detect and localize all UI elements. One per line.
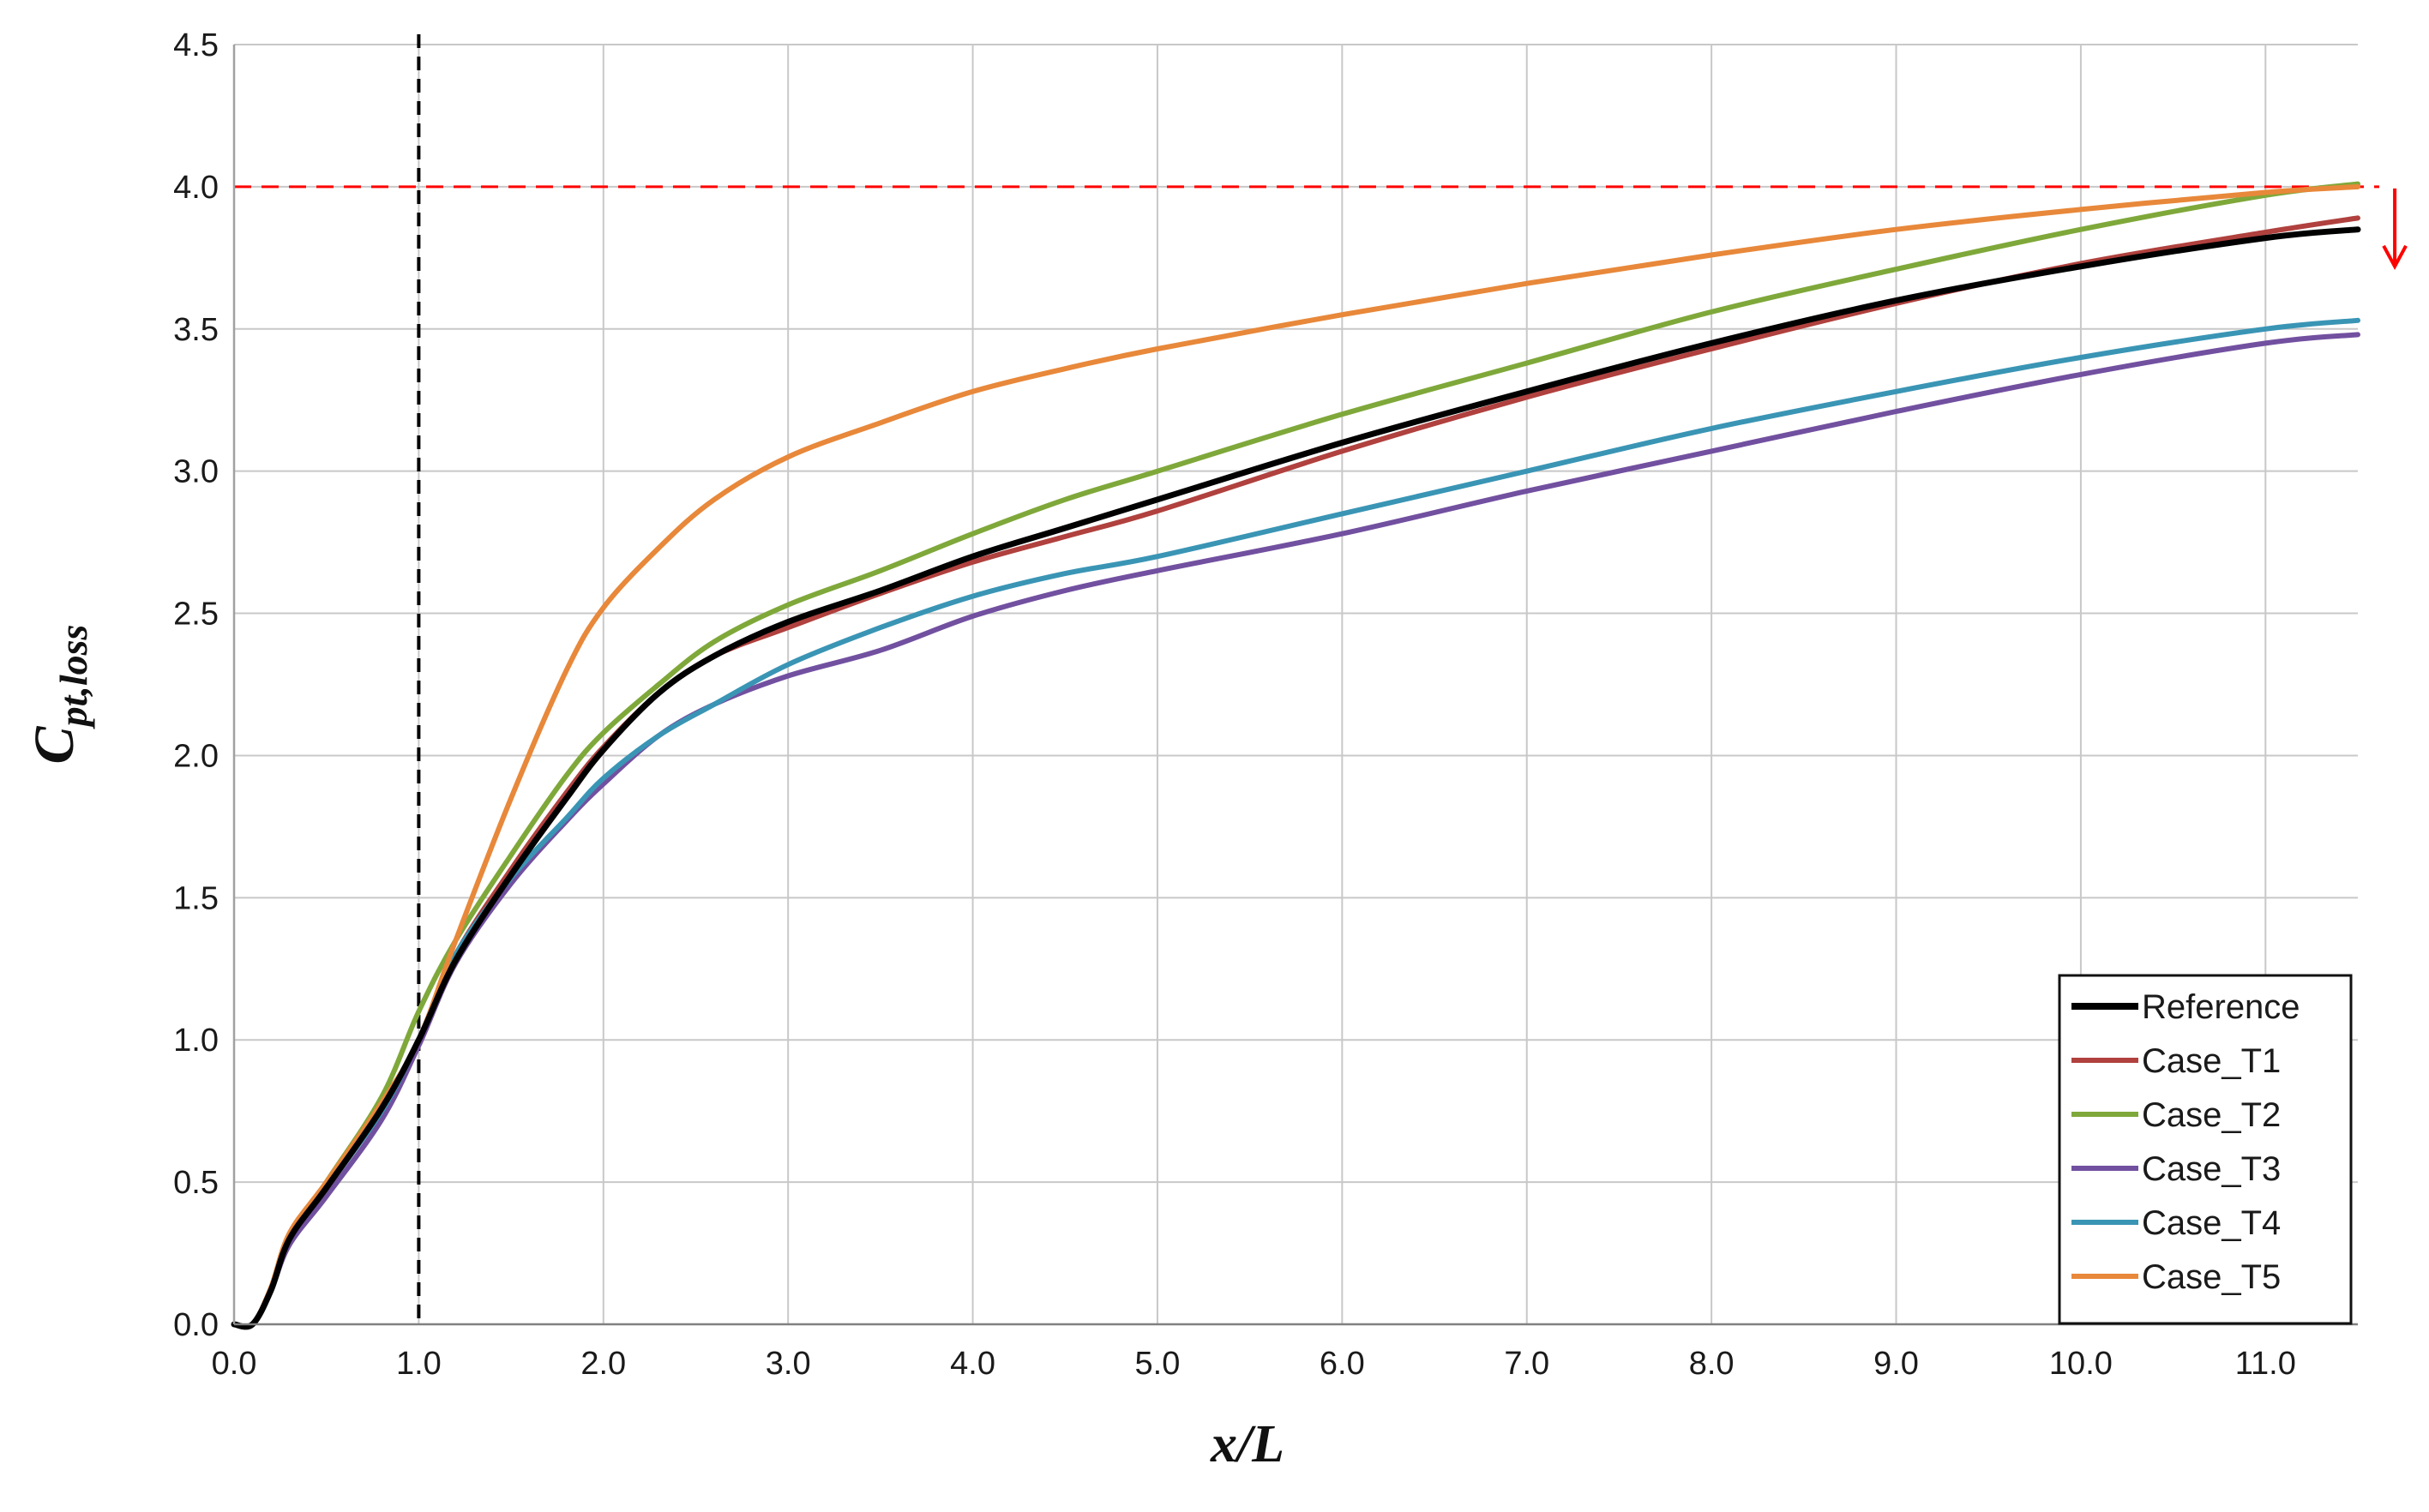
y-tick-label: 4.5 — [173, 27, 219, 63]
legend: Reference Case_T1 Case_T2 Case_T3 Case_T4 Cas… — [2058, 974, 2353, 1325]
y-tick-label: 3.0 — [173, 454, 219, 490]
y-tick-label: 2.5 — [173, 597, 219, 633]
legend-label-case-t3: Case_T3 — [2142, 1150, 2281, 1188]
legend-box — [2058, 974, 2353, 1325]
y-tick-label: 0.5 — [173, 1165, 219, 1201]
y-tick-label: 4.0 — [173, 170, 219, 206]
legend-label-case-t2: Case_T2 — [2142, 1096, 2281, 1134]
down-arrow-head — [2382, 244, 2408, 270]
y-tick-label: 1.0 — [173, 1023, 219, 1059]
x-tick-label: 2.0 — [580, 1346, 626, 1382]
y-tick-label: 2.0 — [173, 738, 219, 774]
plot-frame — [232, 45, 2358, 1326]
x-tick-label: 5.0 — [1135, 1346, 1181, 1382]
x-tick-label: 8.0 — [1689, 1346, 1735, 1382]
y-axis-title: Cpt,loss — [23, 625, 95, 765]
x-tick-label: 3.0 — [766, 1346, 811, 1382]
series-line-case-t2 — [231, 181, 2360, 1329]
y-tick-label: 3.5 — [173, 312, 219, 348]
legend-label-case-t5: Case_T5 — [2142, 1258, 2281, 1296]
x-axis-title: x/L — [1210, 1415, 1284, 1473]
series-line-case-t3 — [231, 332, 2360, 1329]
y-axis-title-subscript: pt,loss — [51, 625, 95, 730]
x-tick-label: 9.0 — [1873, 1346, 1919, 1382]
y-tick-label: 1.5 — [173, 880, 219, 916]
y-tick-label: 0.0 — [173, 1307, 219, 1343]
x-tick-label: 6.0 — [1320, 1346, 1365, 1382]
annotations — [2382, 188, 2408, 270]
x-tick-label: 10.0 — [2049, 1346, 2113, 1382]
legend-label-case-t4: Case_T4 — [2142, 1204, 2281, 1242]
tick-labels: 0.0 0.5 1.0 1.5 2.0 2.5 3.0 3.5 4.0 4.5 0.0 1.0 2.0 3… — [173, 27, 2296, 1382]
data-series — [231, 181, 2361, 1330]
reference-lines — [234, 34, 2379, 1324]
x-tick-label: 0.0 — [212, 1346, 257, 1382]
legend-label-reference: Reference — [2142, 988, 2300, 1026]
x-tick-label: 4.0 — [950, 1346, 995, 1382]
x-tick-label: 1.0 — [396, 1346, 442, 1382]
series-line-case-t5 — [231, 183, 2360, 1330]
legend-label-case-t1: Case_T1 — [2142, 1042, 2281, 1080]
x-tick-label: 7.0 — [1504, 1346, 1549, 1382]
y-axis-title-main: C — [23, 725, 86, 764]
series-line-reference — [231, 226, 2361, 1330]
x-tick-label: 11.0 — [2235, 1346, 2296, 1382]
svg-text:Cpt,loss: Cpt,loss — [23, 625, 95, 765]
